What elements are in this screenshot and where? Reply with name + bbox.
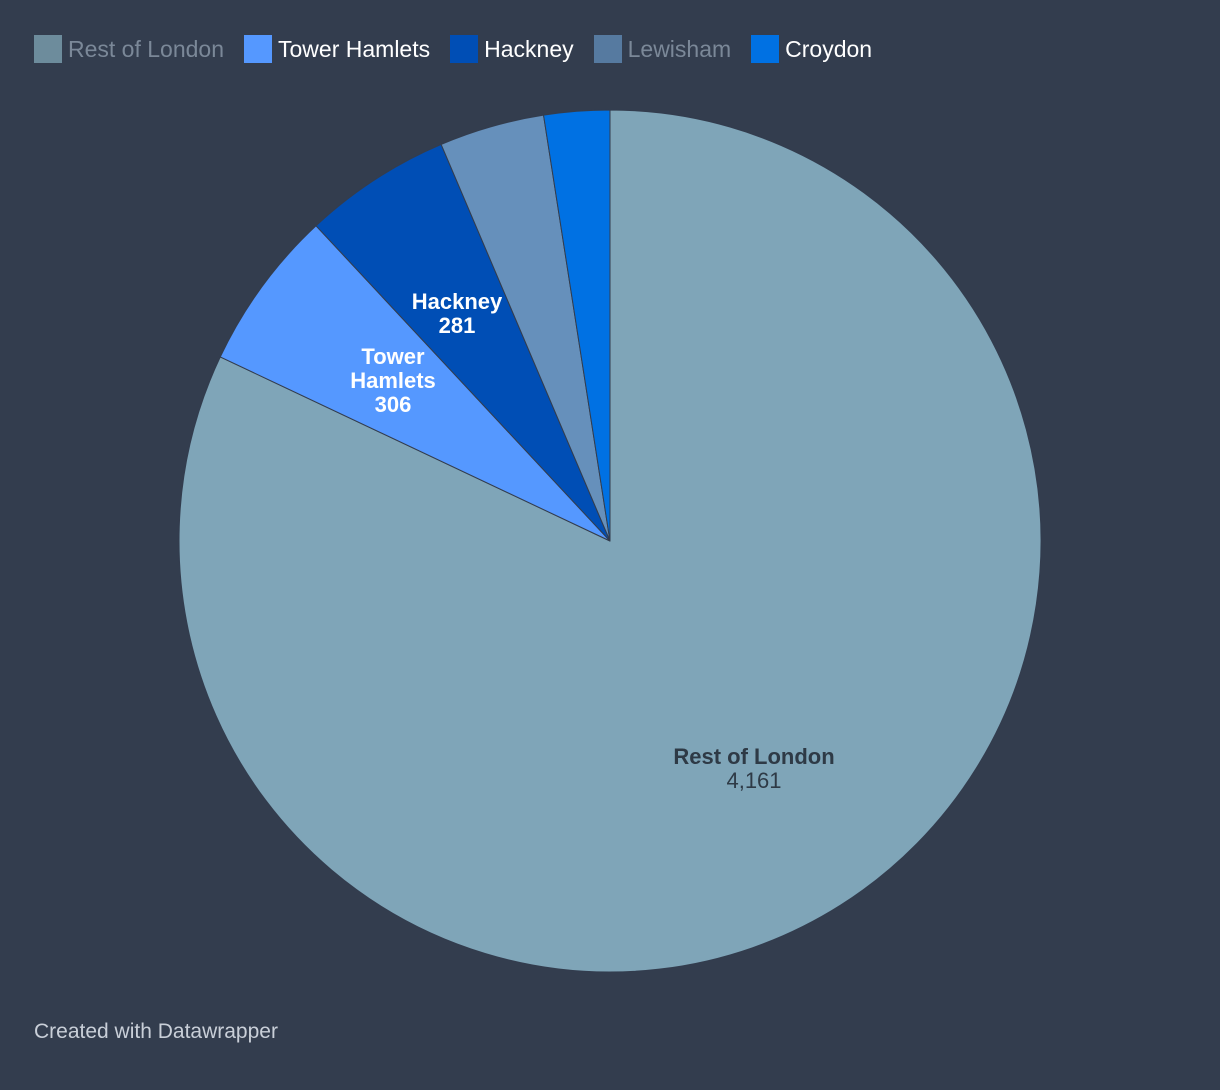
legend-item-rest-of-london[interactable]: Rest of London [34,35,224,63]
legend: Rest of London Tower Hamlets Hackney Lew… [34,34,892,64]
legend-swatch [751,35,780,63]
slice-label-text: Hackney [412,289,503,314]
slice-value-text: 281 [439,313,476,338]
legend-swatch [593,35,622,63]
legend-swatch [244,35,273,63]
legend-swatch [450,35,479,63]
pie-slice-croydon[interactable] [543,109,611,542]
legend-item-croydon[interactable]: Croydon [751,35,872,63]
pie-slice-hackney[interactable] [315,143,611,542]
slice-label-text: Hamlets [350,368,436,393]
legend-label: Croydon [785,36,873,62]
pie-slice-tower-hamlets[interactable] [219,225,611,542]
legend-label: Tower Hamlets [278,36,431,62]
legend-item-hackney[interactable]: Hackney [450,35,574,63]
legend-label: Lewisham [627,36,732,62]
footer-credit: Created with Datawrapper [34,1020,278,1043]
legend-item-lewisham[interactable]: Lewisham [593,35,732,63]
legend-swatch [34,35,62,63]
pie-slice-rest-of-london[interactable] [178,109,1042,973]
slice-label-text: Rest of London [673,744,834,769]
slice-value-text: 4,161 [726,768,781,793]
slice-value-text: 306 [375,392,412,417]
legend-item-tower-hamlets[interactable]: Tower Hamlets [244,35,430,63]
slice-label-text: Tower [361,344,425,369]
legend-label: Rest of London [68,36,225,62]
legend-label: Hackney [484,36,574,62]
